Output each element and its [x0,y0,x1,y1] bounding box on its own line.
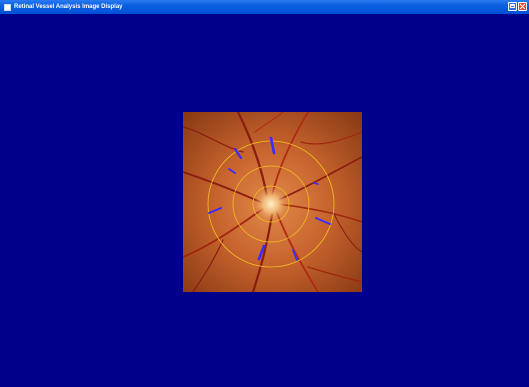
vessel-marker[interactable] [228,168,236,174]
inner-measurement-ring[interactable] [232,165,310,243]
vessel-marker[interactable] [315,217,331,225]
vessel-marker[interactable] [257,244,266,261]
optic-disc [253,186,289,222]
vessel-marker[interactable] [208,207,222,214]
maximize-button[interactable] [508,2,517,11]
fundus-image[interactable] [183,112,362,292]
vessel-marker[interactable] [292,249,298,261]
window-controls [508,2,527,11]
optic-disc-ring[interactable] [252,185,290,223]
vessel-markers [208,136,331,261]
vessel-marker[interactable] [269,136,276,155]
vessel-marker[interactable] [233,147,243,160]
window-title: Retinal Vessel Analysis Image Display [14,4,123,10]
app-icon[interactable] [4,3,11,11]
vessel-marker[interactable] [313,182,319,185]
title-bar[interactable]: Retinal Vessel Analysis Image Display [0,0,529,14]
close-button[interactable] [518,2,527,11]
